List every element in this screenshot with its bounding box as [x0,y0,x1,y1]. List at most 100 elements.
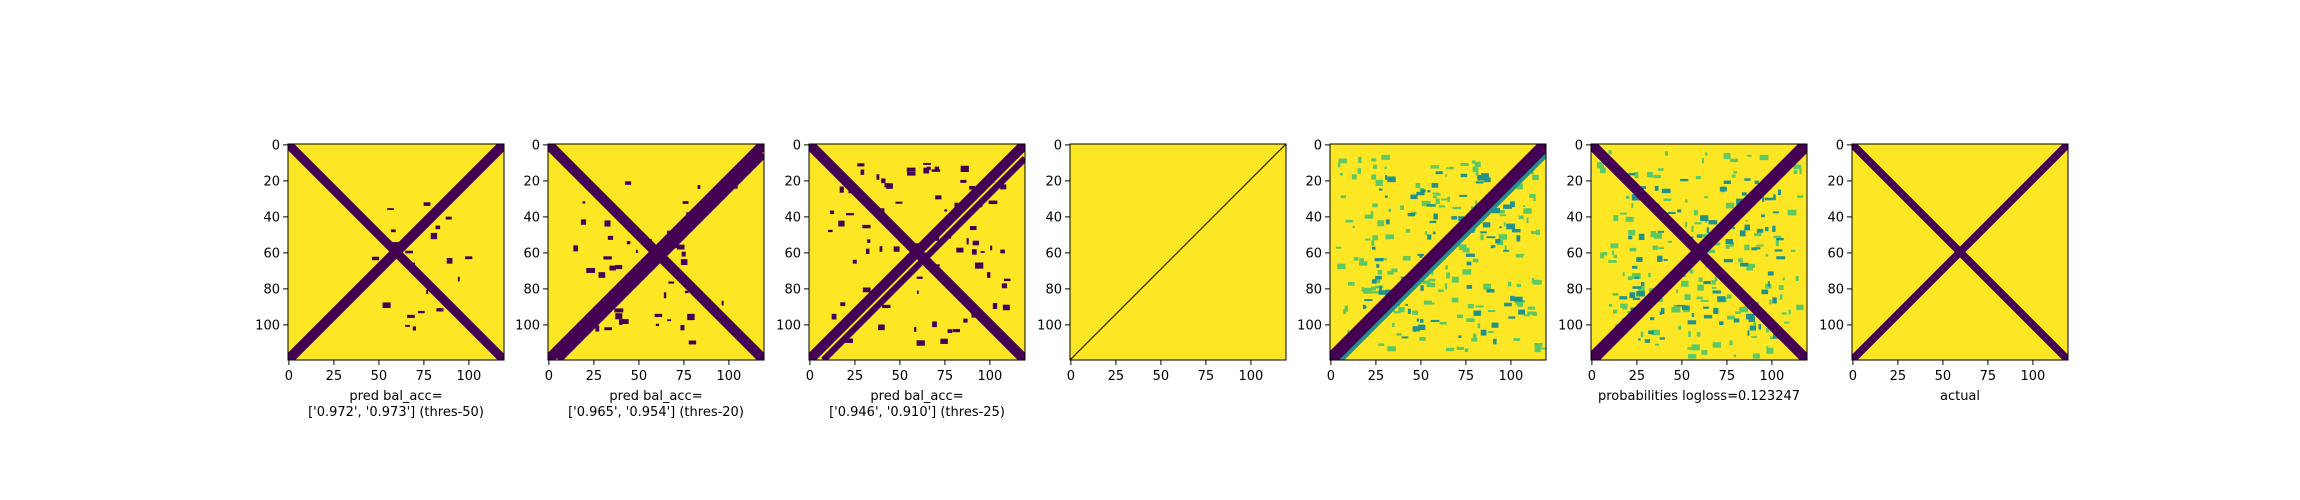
probability-speckle [1427,302,1435,305]
anti-diagonal-band [1330,144,1546,360]
probability-speckle [1765,328,1770,333]
speckle [990,245,993,251]
probability-speckle [1435,171,1443,175]
heatmap-panel-3: 0 25 50 75 100 0 20 40 60 80 100 pred bal_acc=['0.9… [776,138,1026,420]
probability-speckle [1347,281,1355,286]
probability-speckle [1714,276,1718,282]
speckle [828,229,833,233]
x-tick-label: 75 [937,369,954,384]
speckle [970,309,977,315]
probability-speckle [1439,322,1447,325]
probability-speckle [1480,234,1484,241]
probability-speckle [1481,173,1489,180]
speckle [875,208,885,214]
probability-speckle [1719,186,1727,192]
speckle [684,290,689,294]
probability-speckle [1410,194,1418,200]
y-tick-label: 20 [263,174,280,189]
probability-speckle [1725,244,1730,249]
probability-speckle [1508,316,1516,319]
heatmap-panel-5: 0 25 50 75 100 0 20 40 60 80 100 [1297,138,1547,384]
speckle [1003,278,1011,282]
speckle [992,302,998,310]
speckle [465,256,473,260]
speckle [931,169,941,172]
probability-speckle [1661,188,1671,194]
probability-speckle [1426,282,1436,288]
probability-speckle [1376,263,1380,268]
probability-speckle [1379,285,1382,292]
probability-speckle [1766,346,1769,349]
speckle [405,250,413,254]
speckle [618,319,623,325]
x-tick-label: 50 [1413,369,1430,384]
speckle [423,202,431,206]
y-tick-label: 80 [523,282,540,297]
probability-speckle [1430,319,1440,323]
speckle [580,219,587,225]
probability-speckle [1401,336,1409,339]
speckle [671,245,680,249]
y-tick-label: 100 [1297,318,1322,333]
x-axis-label-line2: ['0.946', '0.910'] (thres-25) [829,405,1005,420]
probability-speckle [1625,216,1634,222]
probability-speckle [1749,326,1757,330]
y-tick-label: 40 [1045,210,1062,225]
probability-speckle [1377,269,1383,275]
speckle [960,165,969,173]
probability-speckle [1378,290,1386,295]
probability-speckle [1681,280,1689,287]
speckle [621,319,629,324]
speckle [988,200,998,205]
probability-speckle [1634,276,1640,279]
x-tick-label: 75 [1719,369,1736,384]
probability-speckle [1629,247,1637,252]
probability-speckle [1347,329,1350,334]
probability-speckle [1691,225,1694,232]
probability-speckle [1534,346,1541,353]
y-tick-label: 80 [1045,282,1062,297]
speckle [647,257,651,264]
probability-speckle [1448,166,1454,170]
probability-speckle [1696,234,1703,238]
probability-speckle [1534,342,1543,347]
probability-speckle [1527,311,1536,315]
probability-speckle [1765,226,1769,232]
x-tick-label: 50 [1674,369,1691,384]
probability-speckle [1793,170,1798,175]
speckle [923,162,931,165]
axes-frame [1590,143,1808,361]
y-tick-label: 60 [1305,246,1322,261]
probability-speckle [1344,305,1348,312]
probability-speckle [1746,313,1755,320]
probability-speckle [1407,308,1411,314]
speckle [980,251,985,253]
speckle [952,328,961,333]
x-tick-label: 100 [1759,369,1784,384]
probability-speckle [1427,189,1431,193]
y-tick-label: 60 [1566,246,1583,261]
heatmap-image [809,144,1025,360]
speckle [862,224,871,229]
probability-speckle [1687,320,1697,325]
probability-speckle [1631,194,1641,201]
probability-speckle [1706,227,1710,234]
speckle [667,319,672,322]
probability-speckle [1612,250,1614,255]
probability-speckle [1600,167,1606,174]
probability-speckle [1471,337,1478,342]
probability-speckle [1522,205,1526,208]
probability-speckle [1533,197,1536,202]
probability-speckle [1772,225,1776,232]
probability-speckle [1753,322,1757,328]
speckle [846,213,854,216]
y-tick-label: 100 [1037,318,1062,333]
probability-speckle [1744,244,1750,251]
y-tick-label: 40 [1827,210,1844,225]
speckle [881,178,886,184]
speckle [853,308,857,313]
speckle [681,251,686,257]
probability-speckle [1689,269,1694,274]
x-tick-label: 0 [1849,369,1857,384]
probability-speckle [1526,217,1529,224]
